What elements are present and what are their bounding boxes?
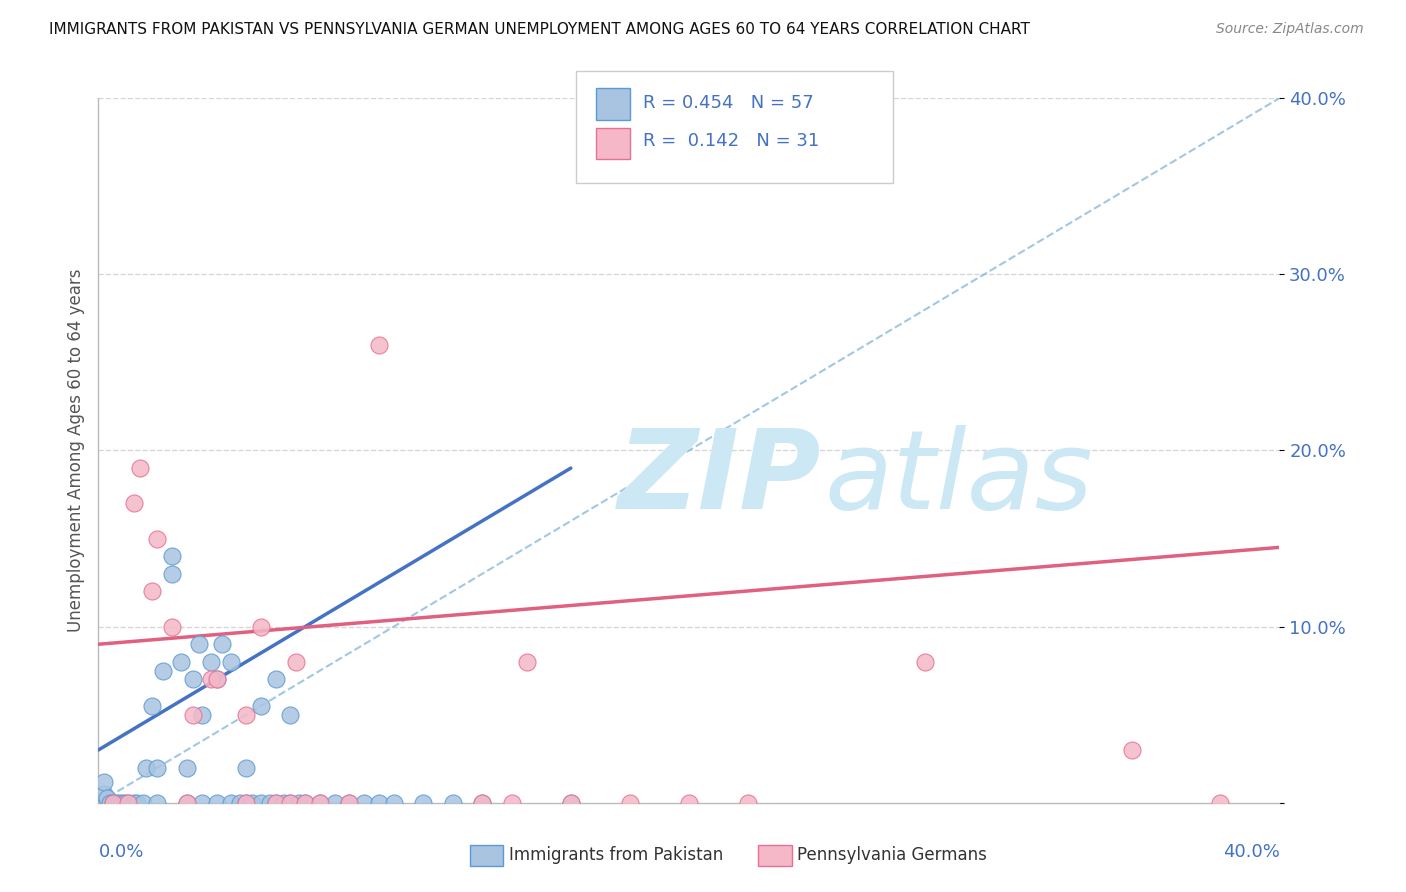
Point	[176, 796, 198, 810]
Point	[191, 707, 214, 722]
Text: ZIP: ZIP	[619, 425, 821, 533]
Point	[516, 655, 538, 669]
Point	[141, 698, 163, 713]
Point	[221, 655, 243, 669]
Point	[280, 796, 302, 810]
Point	[135, 760, 157, 774]
Point	[170, 655, 193, 669]
Text: R = 0.454   N = 57: R = 0.454 N = 57	[643, 94, 813, 112]
Point	[368, 796, 391, 810]
Point	[1209, 796, 1232, 810]
Point	[250, 619, 273, 633]
Point	[339, 796, 361, 810]
Point	[294, 796, 316, 810]
Point	[187, 637, 209, 651]
Point	[98, 796, 121, 810]
Point	[264, 673, 287, 687]
Point	[441, 796, 464, 810]
Point	[235, 796, 257, 810]
Point	[501, 796, 523, 810]
Point	[205, 673, 228, 687]
Point	[240, 796, 263, 810]
Point	[205, 673, 228, 687]
Point	[181, 673, 204, 687]
Point	[288, 796, 311, 810]
Point	[471, 796, 494, 810]
Point	[117, 796, 139, 810]
Point	[191, 796, 214, 810]
Point	[105, 796, 128, 810]
Point	[103, 796, 125, 810]
Point	[146, 532, 169, 546]
Point	[146, 760, 169, 774]
Text: Pennsylvania Germans: Pennsylvania Germans	[797, 847, 987, 864]
Point	[162, 566, 183, 581]
Point	[619, 796, 641, 810]
Point	[200, 673, 222, 687]
Point	[285, 655, 308, 669]
Point	[273, 796, 295, 810]
Point	[93, 787, 115, 801]
Point	[280, 707, 302, 722]
Point	[382, 796, 405, 810]
Point	[323, 796, 346, 810]
Text: Source: ZipAtlas.com: Source: ZipAtlas.com	[1216, 22, 1364, 37]
Y-axis label: Unemployment Among Ages 60 to 64 years: Unemployment Among Ages 60 to 64 years	[66, 268, 84, 632]
Point	[125, 796, 148, 810]
Point	[235, 760, 257, 774]
Point	[250, 796, 273, 810]
Point	[412, 796, 434, 810]
Point	[103, 796, 125, 810]
Point	[1121, 743, 1143, 757]
Point	[264, 796, 287, 810]
Point	[152, 664, 174, 678]
Point	[114, 796, 136, 810]
Point	[122, 496, 145, 510]
Point	[560, 796, 582, 810]
Point	[339, 796, 361, 810]
Point	[176, 796, 198, 810]
Text: Immigrants from Pakistan: Immigrants from Pakistan	[509, 847, 723, 864]
Point	[309, 796, 332, 810]
Point	[229, 796, 252, 810]
Point	[211, 637, 233, 651]
Point	[176, 760, 198, 774]
Text: 40.0%: 40.0%	[1223, 843, 1279, 861]
Point	[471, 796, 494, 810]
Point	[205, 796, 228, 810]
Point	[162, 549, 183, 564]
Point	[309, 796, 332, 810]
Point	[914, 655, 936, 669]
Point	[146, 796, 169, 810]
Point	[737, 796, 759, 810]
Point	[560, 796, 582, 810]
Point	[368, 337, 391, 351]
Point	[132, 796, 155, 810]
Point	[250, 698, 273, 713]
Point	[353, 796, 375, 810]
Text: atlas: atlas	[825, 425, 1094, 533]
Point	[108, 796, 131, 810]
Point	[128, 461, 150, 475]
Point	[264, 796, 287, 810]
Point	[280, 796, 302, 810]
Point	[200, 655, 222, 669]
Point	[162, 619, 183, 633]
Point	[259, 796, 281, 810]
Point	[93, 774, 115, 789]
Point	[181, 707, 204, 722]
Text: IMMIGRANTS FROM PAKISTAN VS PENNSYLVANIA GERMAN UNEMPLOYMENT AMONG AGES 60 TO 64: IMMIGRANTS FROM PAKISTAN VS PENNSYLVANIA…	[49, 22, 1031, 37]
Point	[235, 707, 257, 722]
Point	[294, 796, 316, 810]
Point	[122, 796, 145, 810]
Point	[117, 796, 139, 810]
Text: R =  0.142   N = 31: R = 0.142 N = 31	[643, 132, 818, 150]
Point	[221, 796, 243, 810]
Point	[111, 796, 134, 810]
Point	[141, 584, 163, 599]
Text: 0.0%: 0.0%	[98, 843, 143, 861]
Point	[678, 796, 700, 810]
Point	[235, 796, 257, 810]
Point	[96, 790, 118, 805]
